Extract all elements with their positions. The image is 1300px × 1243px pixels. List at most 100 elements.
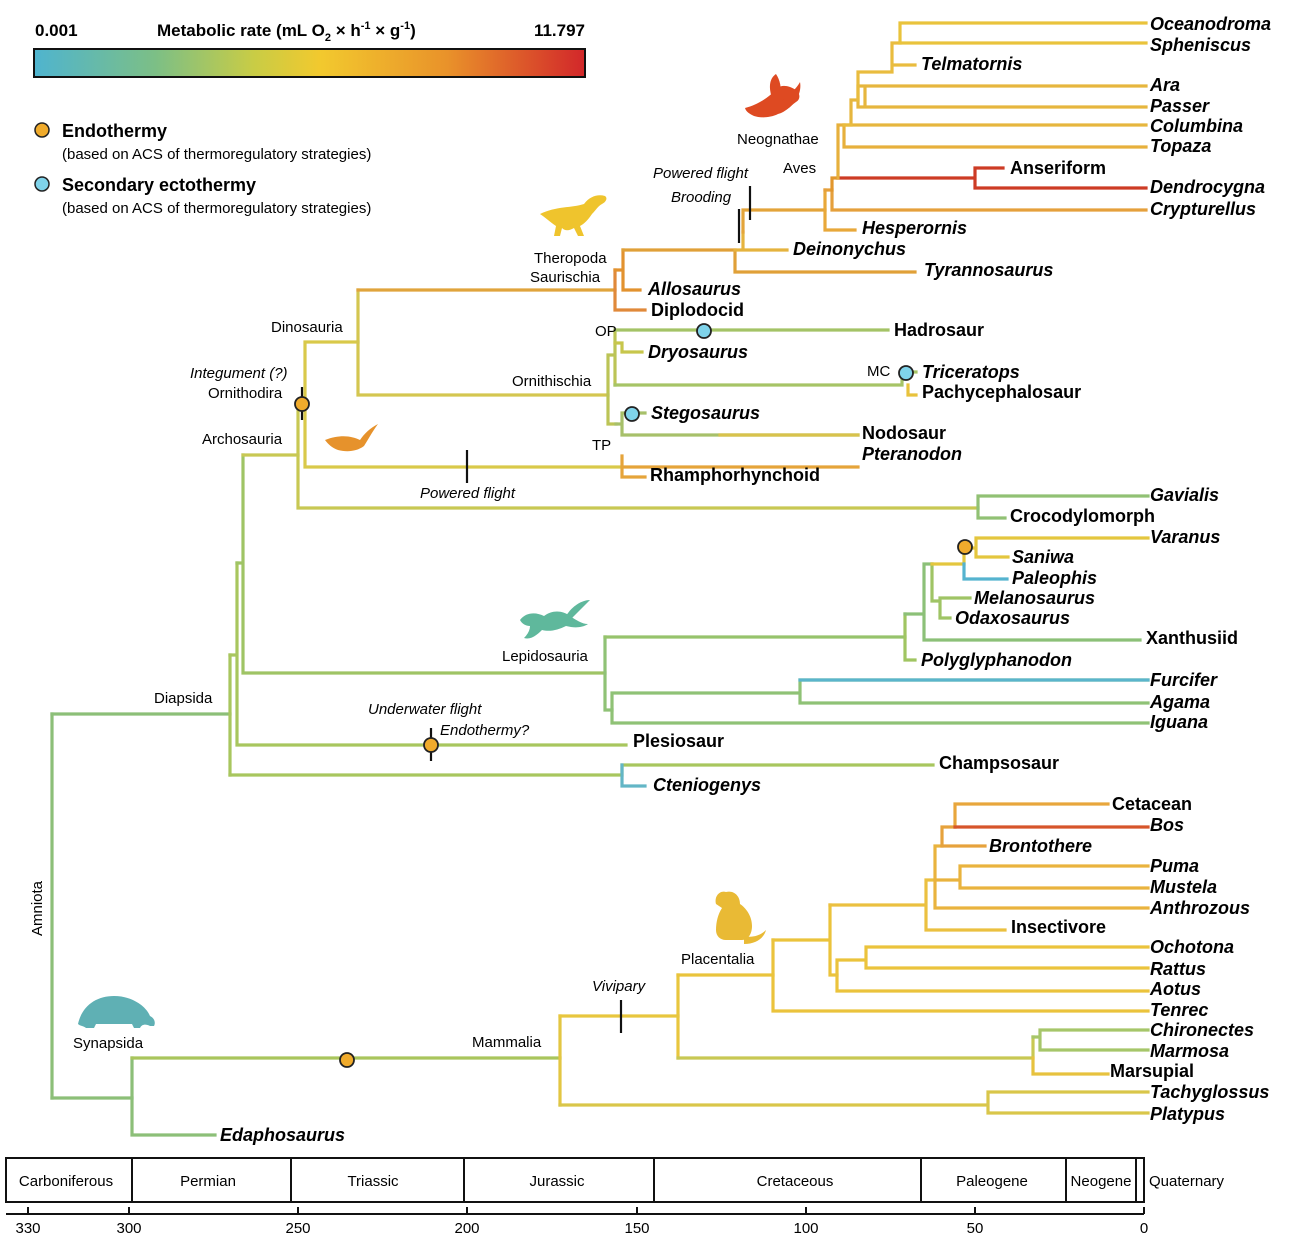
time-tick-label: 0 [1140, 1220, 1148, 1237]
taxon-label: Tyrannosaurus [924, 260, 1053, 280]
period-label: Paleogene [956, 1173, 1028, 1190]
taxon-label: Tachyglossus [1150, 1082, 1269, 1102]
branch-didelphids [1031, 1028, 1150, 1052]
clade-neognathae: Neognathae [737, 131, 819, 148]
endothermy-varanoid-icon [957, 539, 973, 555]
clade-aves: Aves [783, 160, 816, 177]
event-integument: Integument (?) [190, 365, 288, 382]
branch-aves-stem [741, 208, 827, 234]
time-tick-label: 50 [967, 1220, 984, 1237]
event-labels: Powered flight Brooding Integument (?) P… [190, 165, 749, 995]
branch-iguania [610, 678, 1150, 725]
branch-boreoeutheria [771, 903, 839, 977]
branch-saurischia-node [613, 268, 647, 312]
taxon-label: Varanus [1150, 527, 1220, 547]
tree-branches [50, 21, 1150, 1137]
clade-labels: Neognathae Aves Theropoda Saurischia Din… [29, 131, 890, 1052]
colorbar-max-label: 11.797 [534, 21, 585, 40]
taxon-label: Cetacean [1112, 794, 1192, 814]
time-tick-label: 100 [793, 1220, 818, 1237]
secondary-ectothermy-legend-icon [34, 176, 50, 192]
taxon-label: Triceratops [922, 362, 1020, 382]
taxon-label: Tenrec [1150, 1000, 1208, 1020]
period-label: Carboniferous [19, 1173, 113, 1190]
branch-paleophis [962, 562, 1009, 581]
branch-tenrec [771, 938, 1150, 1013]
rodent-silhouette-icon [715, 891, 766, 944]
taxon-label: Edaphosaurus [220, 1125, 345, 1145]
branch-crypturellus [823, 188, 1148, 212]
clade-op: OP [595, 323, 617, 340]
taxon-label: Aotus [1149, 979, 1201, 999]
branch-cetacean [953, 802, 1110, 829]
clade-diapsida: Diapsida [154, 690, 213, 707]
branch-dryosaurus [613, 341, 644, 354]
branch-paraves [733, 230, 789, 252]
period-label: Cretaceous [757, 1173, 834, 1190]
branch-euarchontoglires [835, 945, 1150, 993]
branch-oceanodroma-spheniscus [898, 21, 1148, 45]
endothermy-ornithodira-icon [294, 396, 310, 412]
taxon-label: Polyglyphanodon [921, 650, 1072, 670]
taxon-label: Brontothere [989, 836, 1092, 856]
clade-dinosauria: Dinosauria [271, 319, 343, 336]
colorbar-title: Metabolic rate (mL O2 × h-1 × g-1) [157, 20, 416, 44]
event-vivipary: Vivipary [592, 978, 647, 995]
branch-ornithischia-node [606, 328, 618, 426]
taxon-label: Furcifer [1150, 670, 1218, 690]
branch-pachycephalosaur [906, 383, 918, 397]
endothermy-legend-icon [34, 122, 50, 138]
branch-perissodactyla [940, 825, 987, 848]
clade-mammalia: Mammalia [472, 1034, 542, 1051]
taxon-label: Hesperornis [862, 218, 967, 238]
taxon-label: Spheniscus [1150, 35, 1251, 55]
clade-amniota: Amniota [29, 880, 46, 936]
event-powered-flight-aves: Powered flight [653, 165, 749, 182]
taxon-label: Gavialis [1150, 485, 1219, 505]
taxon-label: Cteniogenys [653, 775, 761, 795]
branch-marsupial [1031, 1056, 1110, 1076]
branch-monotremes [558, 1090, 1150, 1115]
taxon-label: Passer [1150, 96, 1210, 116]
time-tick-label: 200 [454, 1220, 479, 1237]
branch-edaphosaurus [130, 1056, 217, 1137]
silhouettes [78, 74, 801, 1028]
taxon-label: Rhamphorhynchoid [650, 465, 820, 485]
legend: Endothermy (based on ACS of thermoregula… [34, 121, 371, 217]
taxon-label: Chironectes [1150, 1020, 1254, 1040]
taxon-label: Marsupial [1110, 1061, 1194, 1081]
taxon-label: Odaxosaurus [955, 608, 1070, 628]
clade-tp: TP [592, 437, 611, 454]
branch-polyglyphanodon [903, 612, 917, 662]
theropod-silhouette-icon [540, 195, 607, 236]
secondary-ectothermy-hadrosaur-icon [696, 323, 712, 339]
branch-laurasiatheria [828, 878, 1007, 932]
taxon-label: Hadrosaur [894, 320, 984, 340]
branch-champsosaur [228, 763, 935, 777]
event-endothermy-question: Endothermy? [440, 722, 530, 739]
event-underwater-flight: Underwater flight [368, 701, 482, 718]
taxon-label: Dryosaurus [648, 342, 748, 362]
clade-mc: MC [867, 363, 890, 380]
taxon-label: Insectivore [1011, 917, 1106, 937]
lizard-silhouette-icon [520, 600, 590, 639]
taxon-label: Ara [1149, 75, 1180, 95]
period-label: Triassic [347, 1173, 399, 1190]
taxon-label: Melanosaurus [974, 588, 1095, 608]
colorbar: 0.001 Metabolic rate (mL O2 × h-1 × g-1)… [33, 20, 586, 78]
taxon-label: Iguana [1150, 712, 1208, 732]
clade-ornithischia: Ornithischia [512, 373, 592, 390]
taxon-label: Oceanodroma [1150, 14, 1271, 34]
taxon-label: Rattus [1150, 959, 1206, 979]
taxon-label: Telmatornis [921, 54, 1022, 74]
period-label: Quaternary [1149, 1173, 1225, 1190]
branch-theropoda-node [613, 248, 642, 292]
legend-endothermy-title: Endothermy [62, 121, 167, 141]
clade-ornithodira: Ornithodira [208, 385, 283, 402]
branch-coelurosauria [621, 248, 917, 274]
branch-lepidosauria-node [603, 635, 614, 712]
colorbar-gradient [33, 48, 586, 78]
taxon-label: Topaza [1150, 136, 1211, 156]
taxon-label: Columbina [1150, 116, 1243, 136]
pterosaur-silhouette-icon [325, 424, 378, 452]
